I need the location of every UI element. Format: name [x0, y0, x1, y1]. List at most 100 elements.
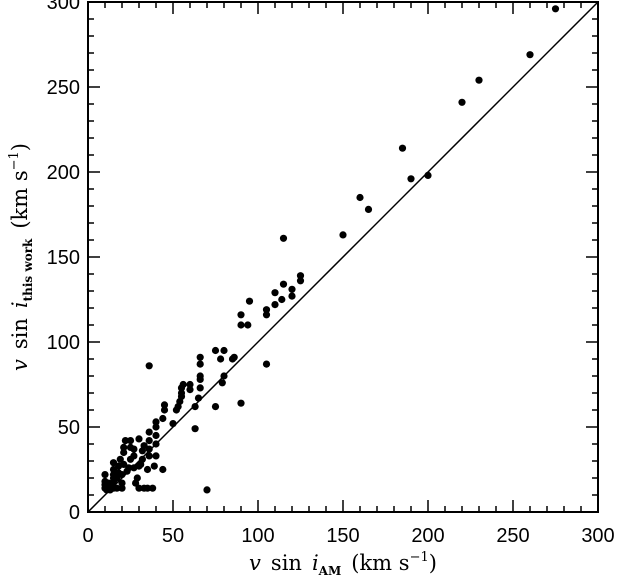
data-point [116, 455, 124, 463]
data-point [145, 445, 153, 453]
x-tick-label: 250 [496, 525, 529, 547]
data-point [230, 353, 238, 361]
y-tick-label: 300 [47, 0, 80, 14]
data-point [191, 403, 199, 411]
data-point [118, 479, 126, 487]
data-point [118, 484, 126, 492]
data-point [262, 311, 271, 319]
data-point [237, 399, 245, 407]
data-point [113, 484, 121, 492]
data-point [296, 272, 305, 280]
y-tick-labels: 0 50 100 150 200 250 300 [47, 0, 80, 524]
data-point [244, 321, 252, 329]
data-point [288, 292, 296, 300]
data-point [279, 280, 288, 288]
data-point [278, 295, 286, 304]
data-point [120, 443, 128, 451]
data-point [150, 462, 158, 470]
data-point [288, 285, 296, 293]
data-point [407, 175, 415, 183]
data-point [152, 423, 160, 431]
data-point [120, 448, 128, 457]
data-point [262, 360, 271, 368]
data-point [237, 321, 245, 329]
data-point [145, 437, 153, 445]
x-tick-label: 0 [82, 525, 93, 547]
y-tick-label: 200 [47, 162, 80, 184]
data-point [145, 428, 153, 436]
data-point [143, 465, 152, 474]
data-point [296, 277, 305, 285]
data-point [126, 437, 135, 445]
data-point [159, 414, 167, 423]
data-point [237, 311, 245, 319]
data-point [135, 484, 143, 492]
data-point [526, 51, 534, 59]
x-tick-label: 200 [411, 525, 444, 547]
one-to-one-line [87, 1, 599, 513]
data-point [245, 297, 254, 305]
data-point [398, 144, 407, 152]
data-point [145, 452, 153, 460]
y-tick-label: 250 [47, 77, 80, 99]
data-point [160, 401, 169, 409]
data-point [458, 98, 466, 106]
data-point [145, 362, 153, 370]
data-point [101, 471, 109, 479]
data-point [140, 442, 148, 450]
data-point [186, 380, 194, 389]
data-point [203, 486, 211, 494]
data-point [356, 193, 364, 202]
data-point [109, 465, 118, 474]
data-point [218, 379, 226, 387]
y-axis-label: vsinithis work(km s−1) [7, 143, 35, 371]
y-tick-label: 50 [58, 417, 80, 439]
x-tick-label: 300 [581, 525, 614, 547]
data-point [196, 360, 204, 368]
data-point [177, 389, 186, 397]
data-point [130, 445, 138, 453]
x-tick-labels: 0 50 100 150 200 250 300 [82, 525, 614, 547]
data-point [196, 353, 204, 361]
data-point [152, 452, 160, 460]
data-point [143, 484, 152, 492]
y-tick-label: 0 [69, 502, 80, 524]
data-point [152, 431, 160, 440]
data-point [217, 355, 225, 363]
data-point [211, 403, 220, 411]
data-point [364, 205, 373, 213]
data-point [159, 465, 167, 474]
data-point [339, 231, 347, 239]
data-point [120, 460, 128, 468]
y-tick-label: 100 [47, 332, 80, 354]
data-point [133, 474, 141, 482]
x-tick-label: 50 [162, 525, 184, 547]
x-tick-label: 150 [326, 525, 359, 547]
data-point [179, 380, 187, 389]
data-point [211, 346, 220, 355]
data-point [220, 346, 228, 355]
data-point [551, 5, 560, 13]
data-point [160, 406, 169, 414]
data-point [262, 306, 271, 314]
data-point [152, 418, 160, 426]
data-point [121, 437, 129, 445]
x-axis-label: v sin iAM (km s−1) [249, 550, 437, 577]
data-point [279, 234, 288, 242]
x-tick-label: 100 [241, 525, 274, 547]
data-points [101, 5, 560, 494]
data-point [135, 435, 143, 443]
data-point [186, 386, 194, 394]
data-point [130, 452, 138, 460]
data-point [138, 455, 146, 463]
plot-frame [87, 1, 599, 513]
data-point [196, 372, 204, 380]
data-point [191, 425, 199, 433]
y-tick-label: 150 [47, 247, 80, 269]
data-point [271, 301, 279, 309]
data-point [149, 484, 157, 492]
data-point [109, 459, 118, 467]
data-point [196, 384, 204, 392]
data-point [271, 289, 279, 297]
